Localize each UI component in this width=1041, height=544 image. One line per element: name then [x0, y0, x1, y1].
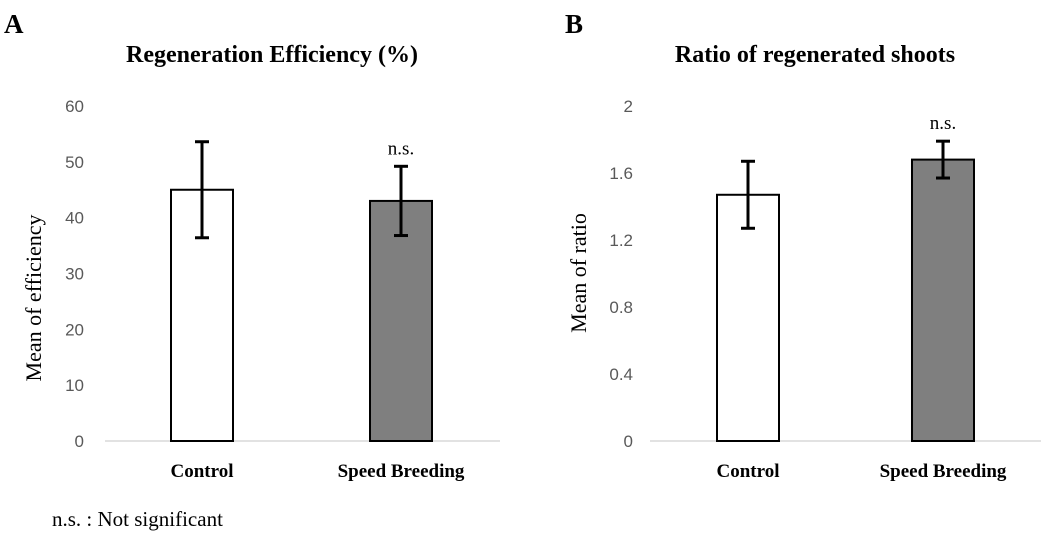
y-tick-label: 60	[65, 97, 84, 116]
y-tick-label: 1.6	[609, 164, 633, 183]
category-label: Control	[171, 461, 234, 482]
y-tick-label: 1.2	[609, 231, 633, 250]
panel-a-bars	[170, 188, 433, 442]
y-tick-label: 0	[624, 432, 633, 451]
panel-a-error-bars	[195, 140, 408, 240]
panel-a-ylabel: Mean of efficiency	[21, 215, 46, 382]
panel-b-y-ticks: 0 0.4 0.8 1.2 1.6 2	[609, 97, 633, 451]
y-tick-label: 0.8	[609, 298, 633, 317]
panel-b-bars	[716, 158, 975, 442]
significance-label: n.s.	[930, 113, 956, 134]
y-tick-label: 50	[65, 153, 84, 172]
panel-b-error-bars	[741, 139, 950, 230]
bar-control	[716, 193, 780, 442]
panel-a-y-ticks: 0 10 20 30 40 50 60	[65, 97, 84, 451]
bar-speed-breeding	[911, 158, 975, 442]
panel-a-significance: n.s.	[388, 138, 414, 159]
panel-b-significance: n.s.	[930, 113, 956, 134]
panel-a-category-labels: Control Speed Breeding	[171, 461, 465, 482]
panel-a: A Regeneration Efficiency (%) Mean of ef…	[4, 9, 500, 482]
panel-b: B Ratio of regenerated shoots Mean of ra…	[565, 9, 1041, 482]
panel-b-letter: B	[565, 9, 583, 39]
footnote: n.s. : Not significant	[52, 507, 223, 531]
bar-speed-breeding	[369, 199, 433, 442]
category-label: Control	[717, 461, 780, 482]
significance-label: n.s.	[388, 138, 414, 159]
category-label: Speed Breeding	[338, 461, 465, 482]
y-tick-label: 2	[624, 97, 633, 116]
panel-a-letter: A	[4, 9, 24, 39]
panel-b-category-labels: Control Speed Breeding	[717, 461, 1007, 482]
y-tick-label: 30	[65, 265, 84, 284]
panel-a-title: Regeneration Efficiency (%)	[126, 42, 418, 68]
panel-b-ylabel: Mean of ratio	[566, 213, 591, 333]
y-tick-label: 0.4	[609, 365, 633, 384]
y-tick-label: 0	[75, 432, 84, 451]
y-tick-label: 10	[65, 376, 84, 395]
y-tick-label: 40	[65, 209, 84, 228]
panel-b-title: Ratio of regenerated shoots	[675, 42, 955, 68]
y-tick-label: 20	[65, 320, 84, 339]
category-label: Speed Breeding	[880, 461, 1007, 482]
